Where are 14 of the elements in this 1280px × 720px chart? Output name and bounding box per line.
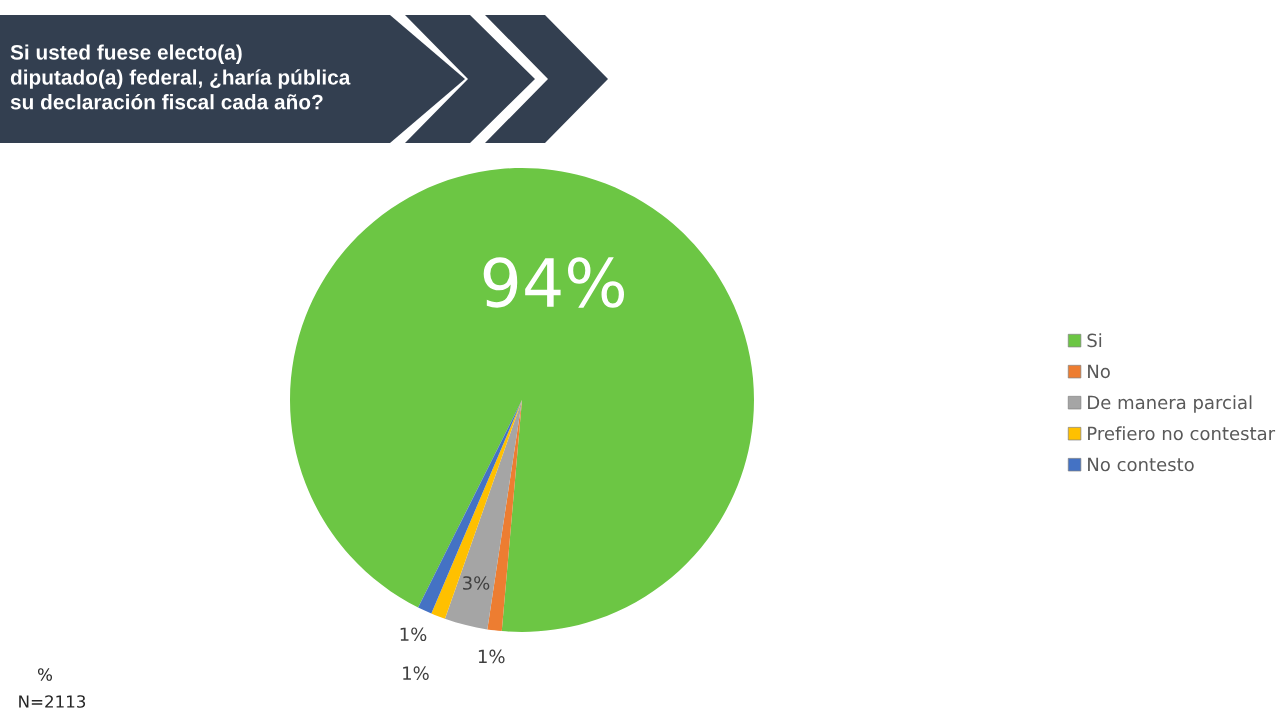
legend-label: Si [1087,333,1102,348]
data-label: 1% [403,666,429,680]
legend-label: De manera parcial [1088,395,1252,413]
data-label: 1% [400,627,427,642]
legend-label: No [1088,364,1110,379]
text: % [38,668,52,681]
pie-slice [444,400,522,630]
data-label: 3% [463,576,490,590]
data-label: 1% [478,649,505,664]
legend-label: Prefiero no contestar [1088,426,1276,441]
legend-label: No contesto [1088,457,1194,472]
chart-title: Si usted fuese electo(a) diputado(a) federal, ¿haría pública su declaración fiscal cada año? [10,44,351,110]
data-label: 94% [483,257,624,308]
text: N=2113 [19,695,86,708]
